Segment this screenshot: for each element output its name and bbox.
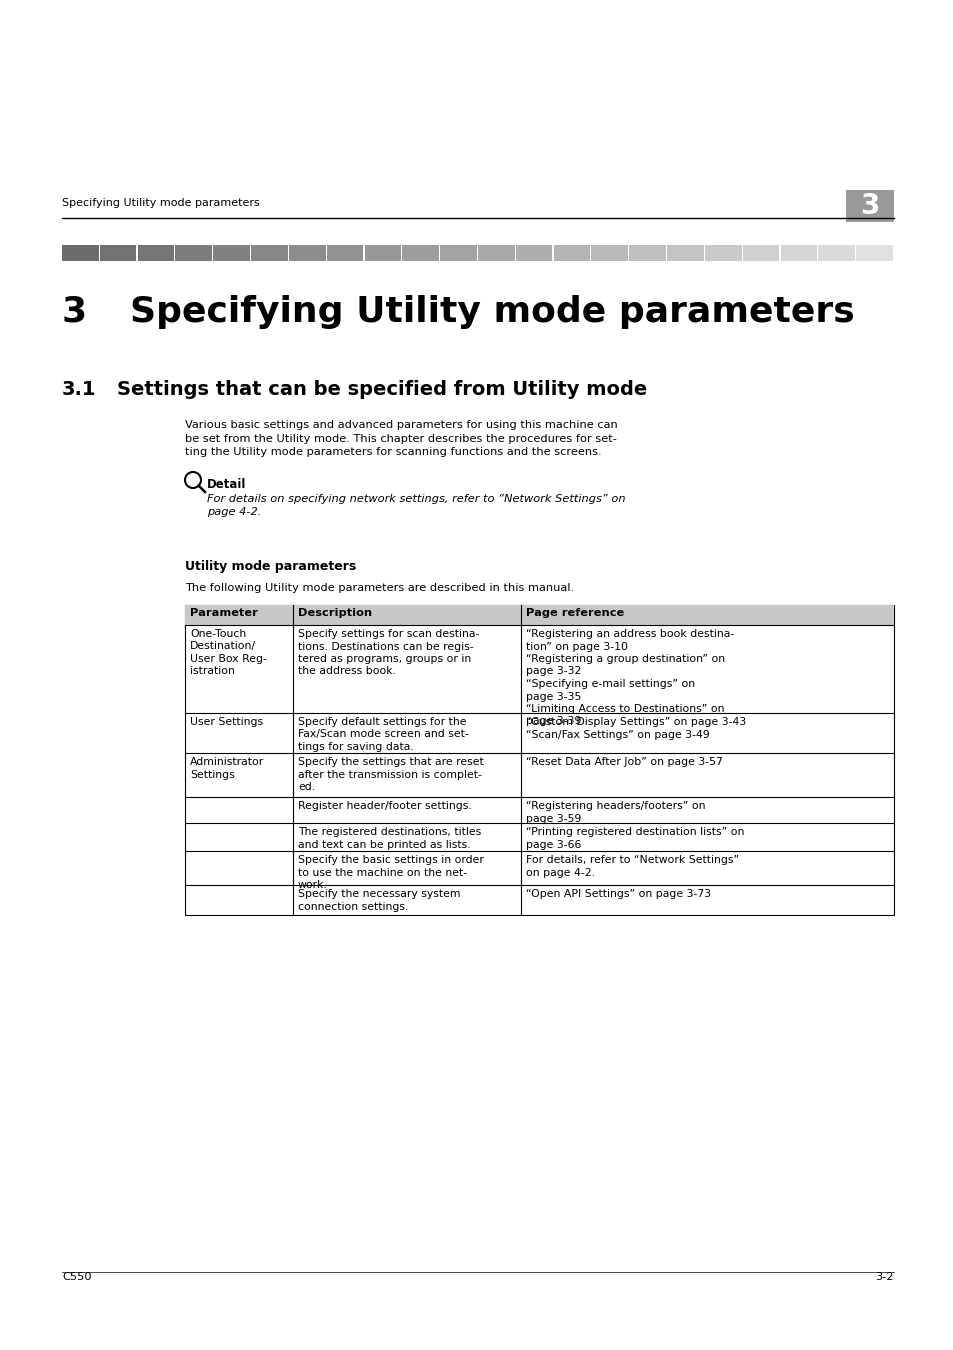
Text: tion” on page 3-10: tion” on page 3-10 (525, 641, 627, 652)
Text: For details, refer to “Network Settings”: For details, refer to “Network Settings” (525, 855, 739, 865)
Text: be set from the Utility mode. This chapter describes the procedures for set-: be set from the Utility mode. This chapt… (185, 433, 617, 444)
Text: 3: 3 (62, 296, 87, 329)
Text: after the transmission is complet-: after the transmission is complet- (297, 769, 481, 779)
Text: Utility mode parameters: Utility mode parameters (185, 560, 355, 572)
Bar (477, 244, 514, 261)
Text: “Open API Settings” on page 3-73: “Open API Settings” on page 3-73 (525, 890, 710, 899)
Text: work.: work. (297, 880, 328, 890)
Text: Specifying Utility mode parameters: Specifying Utility mode parameters (62, 198, 259, 208)
Text: 3: 3 (860, 192, 879, 220)
Bar (175, 244, 212, 261)
Bar (629, 244, 665, 261)
Text: Specify the basic settings in order: Specify the basic settings in order (297, 855, 483, 865)
Bar (251, 244, 288, 261)
Text: Description: Description (297, 608, 372, 618)
Bar (185, 605, 893, 915)
Text: For details on specifying network settings, refer to “Network Settings” on: For details on specifying network settin… (207, 494, 625, 504)
Text: the address book.: the address book. (297, 667, 395, 676)
Text: istration: istration (190, 667, 234, 676)
Text: Register header/footer settings.: Register header/footer settings. (297, 801, 471, 811)
Text: Specify the necessary system: Specify the necessary system (297, 890, 460, 899)
Bar (100, 244, 136, 261)
Text: “Specifying e-mail settings” on: “Specifying e-mail settings” on (525, 679, 695, 688)
Text: page 3-35: page 3-35 (525, 691, 580, 702)
Text: Page reference: Page reference (525, 608, 623, 618)
Text: Destination/: Destination/ (190, 641, 255, 652)
Bar (742, 244, 779, 261)
Text: Specify settings for scan destina-: Specify settings for scan destina- (297, 629, 478, 639)
Text: 3-2: 3-2 (875, 1272, 893, 1282)
Text: The registered destinations, titles: The registered destinations, titles (297, 828, 480, 837)
Text: User Box Reg-: User Box Reg- (190, 653, 267, 664)
Text: The following Utility mode parameters are described in this manual.: The following Utility mode parameters ar… (185, 583, 574, 593)
Text: ting the Utility mode parameters for scanning functions and the screens.: ting the Utility mode parameters for sca… (185, 447, 601, 458)
Bar (704, 244, 740, 261)
Text: to use the machine on the net-: to use the machine on the net- (297, 868, 467, 878)
Bar (213, 244, 250, 261)
Text: “Registering an address book destina-: “Registering an address book destina- (525, 629, 734, 639)
Text: Settings: Settings (190, 769, 234, 779)
Bar (439, 244, 476, 261)
Bar (780, 244, 817, 261)
Text: tered as programs, groups or in: tered as programs, groups or in (297, 653, 471, 664)
Bar (326, 244, 363, 261)
Bar (62, 244, 98, 261)
Text: tions. Destinations can be regis-: tions. Destinations can be regis- (297, 641, 473, 652)
Text: Detail: Detail (207, 478, 246, 491)
Text: page 3-32: page 3-32 (525, 667, 580, 676)
Bar (364, 244, 401, 261)
Text: page 4-2.: page 4-2. (207, 508, 261, 517)
Text: “Registering a group destination” on: “Registering a group destination” on (525, 653, 724, 664)
Text: “Reset Data After Job” on page 3-57: “Reset Data After Job” on page 3-57 (525, 757, 722, 767)
Text: connection settings.: connection settings. (297, 902, 408, 911)
Text: Administrator: Administrator (190, 757, 264, 767)
Text: page 3-59: page 3-59 (525, 814, 580, 824)
Text: User Settings: User Settings (190, 717, 263, 728)
Text: tings for saving data.: tings for saving data. (297, 743, 414, 752)
Bar (553, 244, 590, 261)
Text: One-Touch: One-Touch (190, 629, 246, 639)
Text: on page 4-2.: on page 4-2. (525, 868, 595, 878)
Bar (516, 244, 552, 261)
Bar (666, 244, 703, 261)
Text: Specify the settings that are reset: Specify the settings that are reset (297, 757, 483, 767)
Bar (845, 190, 893, 221)
Text: Settings that can be specified from Utility mode: Settings that can be specified from Util… (117, 379, 646, 400)
Bar (855, 244, 892, 261)
Text: C550: C550 (62, 1272, 91, 1282)
Text: “Custom Display Settings” on page 3-43: “Custom Display Settings” on page 3-43 (525, 717, 745, 728)
Text: page 3-66: page 3-66 (525, 840, 580, 849)
Bar (289, 244, 325, 261)
Text: Fax/Scan mode screen and set-: Fax/Scan mode screen and set- (297, 729, 468, 740)
Text: ed.: ed. (297, 782, 314, 792)
Bar (137, 244, 174, 261)
Text: page 3-39: page 3-39 (525, 717, 580, 726)
Text: Specifying Utility mode parameters: Specifying Utility mode parameters (130, 296, 854, 329)
Text: Specify default settings for the: Specify default settings for the (297, 717, 466, 728)
Text: “Registering headers/footers” on: “Registering headers/footers” on (525, 801, 705, 811)
Text: “Scan/Fax Settings” on page 3-49: “Scan/Fax Settings” on page 3-49 (525, 729, 709, 740)
Text: Parameter: Parameter (190, 608, 257, 618)
Text: Various basic settings and advanced parameters for using this machine can: Various basic settings and advanced para… (185, 420, 618, 431)
Text: “Printing registered destination lists” on: “Printing registered destination lists” … (525, 828, 743, 837)
Bar (402, 244, 438, 261)
Bar (185, 605, 893, 625)
Text: and text can be printed as lists.: and text can be printed as lists. (297, 840, 470, 849)
Text: “Limiting Access to Destinations” on: “Limiting Access to Destinations” on (525, 703, 723, 714)
Text: 3.1: 3.1 (62, 379, 96, 400)
Bar (591, 244, 627, 261)
Bar (818, 244, 854, 261)
